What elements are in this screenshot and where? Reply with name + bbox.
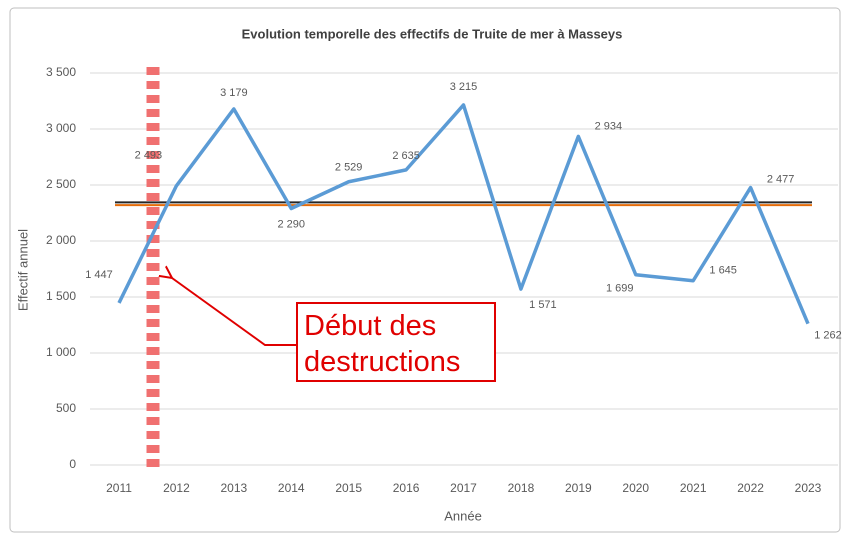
data-label: 1 571 [529,299,557,311]
y-tick-label: 500 [56,401,76,415]
x-tick-label: 2015 [335,481,362,495]
x-tick-label: 2022 [737,481,764,495]
x-tick-label: 2011 [106,481,132,495]
x-tick-label: 2017 [450,481,477,495]
x-tick-label: 2021 [680,481,707,495]
x-tick-label: 2020 [622,481,649,495]
x-tick-label: 2012 [163,481,190,495]
y-tick-label: 3 000 [46,121,76,135]
chart-frame [9,7,841,533]
data-label: 1 447 [85,269,113,281]
y-tick-label: 2 000 [46,233,76,247]
x-tick-label: 2013 [220,481,247,495]
y-tick-label: 2 500 [46,177,76,191]
annotation-arrow [172,278,297,346]
data-label: 3 179 [220,87,248,99]
x-tick-label: 2023 [795,481,822,495]
x-tick-label: 2016 [393,481,420,495]
annotation-text: destructions [304,346,460,378]
y-tick-label: 1 000 [46,345,76,359]
x-axis-title: Année [444,508,482,523]
chart-title: Evolution temporelle des effectifs de Tr… [242,26,623,41]
data-label: 1 699 [606,283,634,295]
data-label: 1 262 [814,330,842,342]
series-line [117,103,810,325]
data-label: 2 635 [392,150,420,162]
annotation-text: Début des [304,310,436,342]
data-label: 2 493 [135,150,163,162]
y-tick-label: 0 [69,457,76,471]
data-label: 2 934 [595,120,623,132]
data-label: 1 645 [709,265,737,277]
y-tick-label: 1 500 [46,289,76,303]
x-tick-label: 2014 [278,481,305,495]
annotation-box [296,302,496,382]
data-label: 2 529 [335,162,363,174]
x-tick-label: 2018 [508,481,535,495]
data-label: 2 290 [277,218,305,230]
data-label: 2 477 [767,173,795,185]
x-tick-label: 2019 [565,481,592,495]
y-axis-title: Effectif annuel [15,229,30,311]
data-label: 3 215 [450,81,478,93]
y-tick-label: 3 500 [46,65,76,79]
